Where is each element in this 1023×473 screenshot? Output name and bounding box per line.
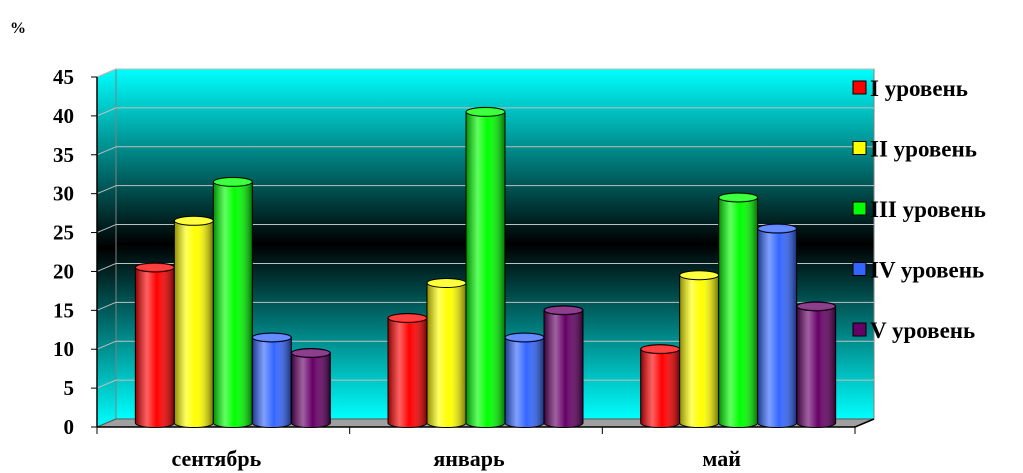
- cylinder-bar: [640, 344, 681, 428]
- y-tick-label: 10: [53, 337, 74, 361]
- cylinder-top-highlight: [428, 279, 465, 287]
- y-tick-label: 20: [53, 259, 74, 283]
- y-tick-label: 45: [53, 65, 74, 89]
- cylinder-shading: [796, 305, 837, 428]
- y-tick-label: 35: [53, 143, 74, 167]
- cylinder-bar: [251, 332, 292, 428]
- x-category-label: январь: [433, 446, 505, 471]
- cylinder-top-highlight: [641, 345, 679, 353]
- side-gridline: [96, 262, 117, 272]
- cylinder-top-highlight: [389, 314, 426, 322]
- cylinder-bar: [757, 223, 798, 428]
- legend-swatch: [852, 141, 867, 155]
- side-gridline: [96, 146, 117, 156]
- legend-swatch: [852, 201, 867, 216]
- cylinder-shading: [387, 317, 428, 428]
- legend-item: I уровень: [852, 76, 968, 101]
- cylinder-shading: [290, 352, 331, 428]
- cylinder-bar: [212, 176, 253, 428]
- cylinder-bar: [796, 301, 837, 428]
- y-tick-label: 30: [53, 182, 74, 206]
- y-axis-unit-label: %: [10, 20, 26, 37]
- x-category-label: сентябрь: [171, 446, 261, 471]
- cylinder-shading: [212, 181, 253, 428]
- y-tick-label: 15: [53, 298, 74, 322]
- cylinder-top-highlight: [253, 333, 291, 341]
- legend-swatch: [852, 322, 867, 337]
- cylinder-top-highlight: [214, 178, 252, 186]
- cylinder-top: [290, 348, 331, 358]
- cylinder-top-highlight: [136, 263, 174, 271]
- cylinder-shading: [426, 282, 467, 428]
- cylinder-shading: [543, 309, 584, 428]
- legend-label: I уровень: [870, 76, 968, 101]
- side-gridline: [96, 185, 117, 195]
- y-tick-label: 40: [53, 104, 74, 128]
- legend-item: III уровень: [852, 197, 986, 222]
- cylinder-top-highlight: [680, 271, 718, 279]
- cylinder-bar: [290, 348, 331, 428]
- cylinder-shading: [757, 228, 798, 428]
- legend-item: IV уровень: [852, 258, 984, 283]
- cylinder-top-highlight: [292, 349, 330, 357]
- cylinder-top: [718, 192, 759, 203]
- y-tick-label: 5: [64, 376, 75, 400]
- legend-swatch: [852, 262, 867, 276]
- cylinder-shading: [134, 266, 175, 428]
- cylinder-shading: [679, 274, 720, 428]
- cylinder-top-highlight: [467, 108, 504, 116]
- cylinder-top: [796, 301, 837, 312]
- cylinder-shading: [465, 111, 506, 428]
- cylinder-top-highlight: [545, 306, 582, 314]
- cylinder-top-highlight: [175, 217, 213, 225]
- legend-item: V уровень: [852, 318, 975, 343]
- side-gridline: [96, 340, 117, 350]
- bars: [134, 106, 837, 428]
- cylinder-bar: [679, 270, 720, 428]
- cylinder-bar: [543, 305, 584, 428]
- side-gridline: [96, 301, 117, 311]
- cylinder-bar: [504, 332, 545, 428]
- cylinder-shading: [640, 348, 681, 428]
- side-wall: [96, 68, 117, 428]
- x-axis-depth-edge: [854, 418, 875, 428]
- cylinder-shading: [718, 196, 759, 428]
- cylinder-top-highlight: [719, 193, 757, 201]
- cylinder-top-highlight: [758, 225, 796, 233]
- cylinder-bar: [134, 262, 175, 428]
- side-gridline: [96, 379, 117, 389]
- legend-label: V уровень: [870, 318, 975, 343]
- cylinder-bar: [465, 106, 506, 428]
- cylinder-top-highlight: [506, 333, 543, 341]
- y-tick-label: 25: [53, 221, 74, 245]
- legend-swatch: [852, 80, 867, 95]
- legend-label: III уровень: [870, 197, 986, 222]
- side-gridline: [96, 68, 117, 78]
- cylinder-top: [212, 176, 253, 187]
- side-gridline: [96, 107, 117, 117]
- legend-label: II уровень: [870, 137, 977, 162]
- axis-labels: 0 5 10 15 20 25 30 35 40 45 сентябрь январь май%: [10, 20, 741, 471]
- cylinder-bar: [426, 278, 467, 428]
- legend-item: II уровень: [852, 137, 977, 162]
- cylinder-top: [543, 305, 584, 316]
- legend: I уровень II уровень III уровень IV уровень…: [852, 76, 986, 343]
- legend-label: IV уровень: [870, 258, 984, 283]
- cylinder-top-highlight: [797, 302, 835, 310]
- side-gridline: [96, 224, 117, 234]
- cylinder-top: [465, 106, 506, 117]
- y-tick-label: 0: [64, 415, 75, 439]
- x-category-label: май: [702, 446, 741, 471]
- cylinder-top: [251, 332, 292, 343]
- cylinder-shading: [504, 336, 545, 428]
- cylinder-shading: [251, 336, 292, 428]
- cylinder-top: [757, 223, 798, 234]
- cylinder-shading: [173, 220, 214, 428]
- cylinder-bar: [173, 215, 214, 428]
- cylinder-bar: [718, 192, 759, 428]
- cylinder-bar: [387, 313, 428, 428]
